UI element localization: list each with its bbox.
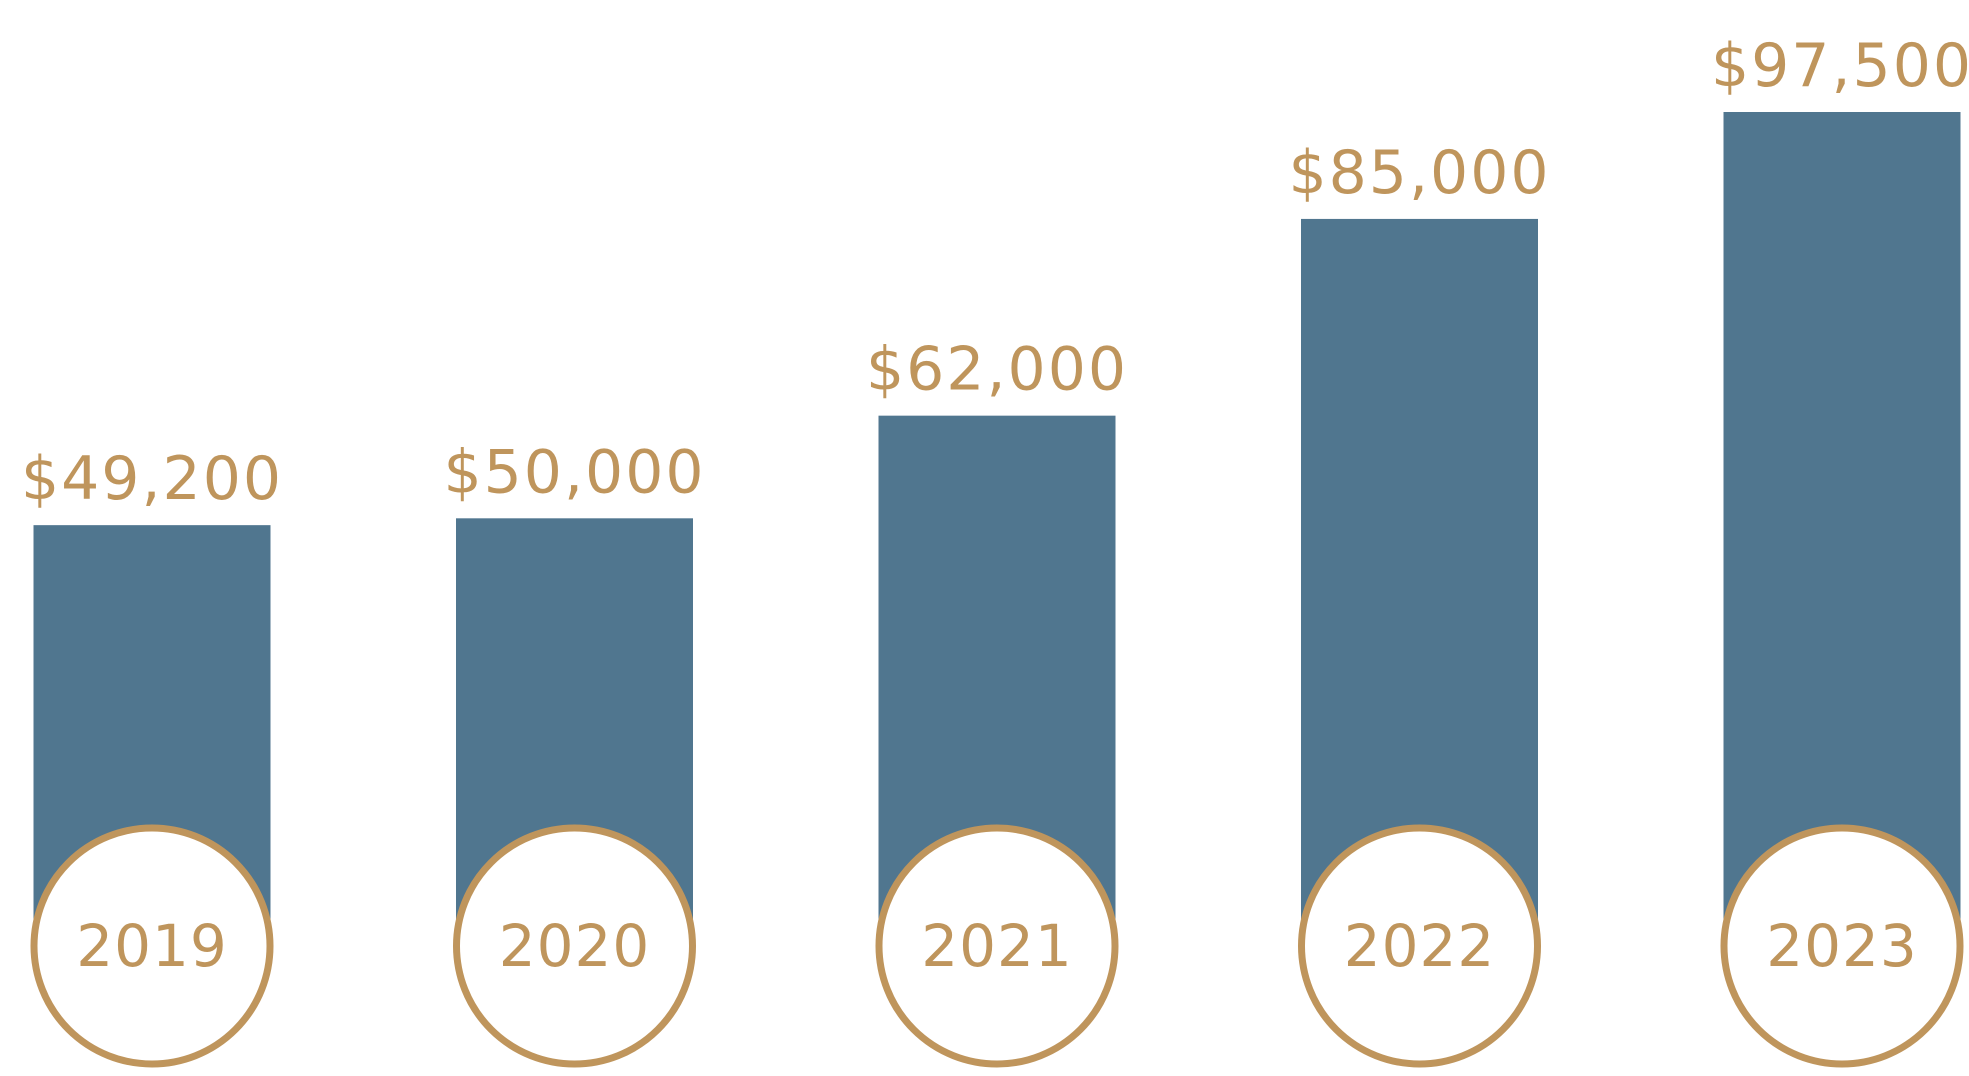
category-label: 2022 xyxy=(1344,912,1496,980)
category-label: 2019 xyxy=(76,912,228,980)
value-label: $85,000 xyxy=(1288,138,1550,208)
year-badge xyxy=(1720,824,1964,1068)
value-label: $49,200 xyxy=(21,444,283,514)
year-badge xyxy=(875,824,1119,1068)
category-label: 2020 xyxy=(499,912,651,980)
value-label: $50,000 xyxy=(443,437,705,507)
bar xyxy=(1723,112,1961,946)
year-badge xyxy=(1298,824,1541,1068)
value-label: $62,000 xyxy=(866,335,1128,405)
year-badge xyxy=(453,824,696,1068)
year-badge xyxy=(30,824,274,1068)
category-label: 2023 xyxy=(1766,912,1918,980)
category-label: 2021 xyxy=(921,912,1073,980)
value-label: $97,500 xyxy=(1711,31,1969,101)
